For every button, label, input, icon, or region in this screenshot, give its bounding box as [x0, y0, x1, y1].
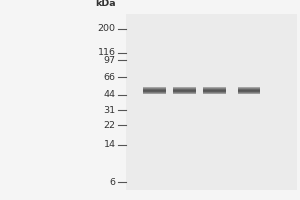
Bar [143, 88, 166, 89]
Bar [143, 87, 166, 88]
Text: 14: 14 [103, 140, 116, 149]
Bar [238, 88, 260, 89]
Text: 66: 66 [103, 73, 116, 82]
Bar [203, 88, 226, 89]
Bar [238, 87, 260, 88]
Bar [173, 92, 196, 93]
Bar [203, 93, 226, 94]
Bar [173, 87, 196, 88]
Bar [203, 90, 226, 91]
Bar [203, 92, 226, 93]
Bar [238, 93, 260, 94]
Bar [173, 93, 196, 94]
Bar [203, 87, 226, 88]
Bar [143, 90, 166, 91]
Bar [143, 91, 166, 92]
Bar [238, 92, 260, 93]
Bar [173, 89, 196, 90]
Text: 31: 31 [103, 106, 116, 115]
Bar [203, 91, 226, 92]
Text: 97: 97 [103, 56, 116, 65]
Text: 22: 22 [103, 121, 116, 130]
Bar [143, 89, 166, 90]
Text: 6: 6 [110, 178, 116, 187]
Bar [126, 14, 297, 190]
Text: 116: 116 [98, 48, 116, 57]
Text: 44: 44 [103, 90, 116, 99]
Bar [143, 92, 166, 93]
Bar [143, 93, 166, 94]
Text: kDa: kDa [95, 0, 116, 8]
Bar [173, 91, 196, 92]
Bar [238, 90, 260, 91]
Bar [203, 89, 226, 90]
Bar [238, 89, 260, 90]
Bar [173, 88, 196, 89]
Bar [238, 91, 260, 92]
Text: 200: 200 [98, 24, 116, 33]
Bar [173, 90, 196, 91]
